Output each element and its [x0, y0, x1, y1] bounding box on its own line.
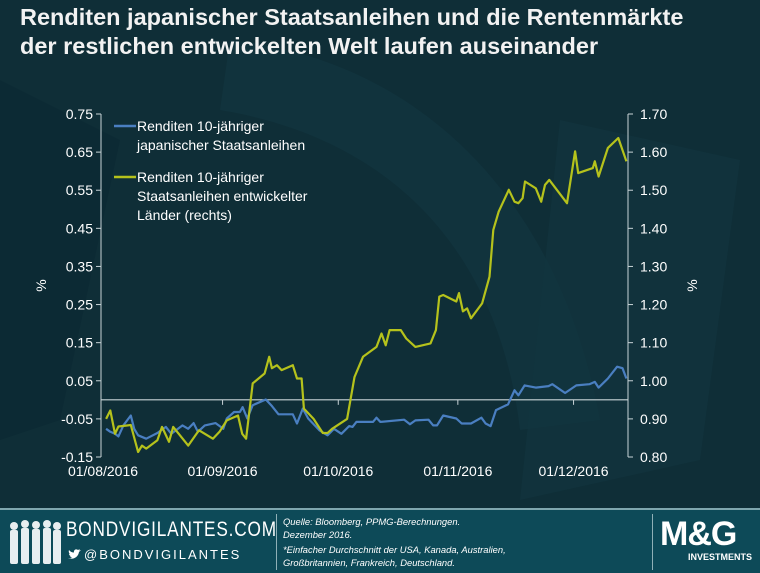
people-silhouette-icon [10, 520, 61, 564]
x-tick-label: 01/08/2016 [68, 463, 138, 479]
source-line: Quelle: Bloomberg, PPMG-Berechnungen. [283, 516, 461, 527]
left-tick-label: 0.05 [66, 373, 93, 389]
right-tick-label: 1.70 [640, 106, 667, 122]
x-tick-label: 01/09/2016 [188, 463, 258, 479]
footnote: *Einfacher Durchschnitt der USA, Kanada,… [283, 544, 506, 568]
legend-label: Renditen 10-jähriger japanischer Staatsan… [136, 118, 305, 153]
logo-subtitle: INVESTMENTS [687, 552, 752, 562]
logo-text: M&G [660, 515, 737, 553]
right-tick-label: 0.80 [640, 449, 667, 465]
x-tick-label: 01/10/2016 [303, 463, 373, 479]
series-line-jgb [105, 365, 628, 440]
x-tick-label: 01/12/2016 [539, 463, 609, 479]
left-tick-label: 0.35 [66, 258, 93, 274]
left-tick-label: 0.25 [66, 297, 93, 313]
source-date: Dezember 2016. [283, 528, 353, 540]
twitter-handle-text: @BONDVIGILANTES [84, 547, 242, 562]
legend-label: Renditen 10-jähriger Staatsanleihen entwi… [137, 169, 308, 223]
right-axis-label: % [684, 279, 700, 291]
right-tick-label: 1.50 [640, 182, 667, 198]
right-tick-label: 1.30 [640, 258, 667, 274]
left-tick-label: -0.15 [61, 449, 93, 465]
left-tick-label: 0.65 [66, 144, 93, 160]
divider [276, 514, 277, 570]
source-note: Quelle: Bloomberg, PPMG-Berechnungen. Dez… [283, 516, 538, 572]
twitter-bird-icon [68, 549, 81, 559]
right-tick-label: 1.00 [640, 373, 667, 389]
x-tick-label: 01/11/2016 [423, 463, 492, 479]
chart-area: 0.75 0.65 0.55 0.45 0.35 0.25 0.15 0.05 -0.05 -0.… [33, 106, 700, 479]
left-tick-label: -0.05 [61, 411, 93, 427]
left-tick-label: 0.15 [66, 335, 93, 351]
right-tick-label: 1.60 [640, 144, 667, 160]
footer: BONDVIGILANTES.COM @BONDVIGILANTES Quell… [0, 508, 760, 573]
right-tick-label: 1.40 [640, 220, 667, 236]
chart-title: Renditen japanischer Staatsanleihen und … [20, 4, 684, 59]
left-tick-label: 0.45 [66, 220, 93, 236]
twitter-handle[interactable]: @BONDVIGILANTES [68, 547, 241, 562]
site-link[interactable]: BONDVIGILANTES.COM [66, 518, 277, 541]
left-tick-label: 0.75 [66, 106, 93, 122]
right-tick-label: 0.90 [640, 411, 667, 427]
left-axis-label: % [33, 279, 49, 291]
mg-logo: M&G INVESTMENTS [660, 516, 756, 568]
right-tick-label: 1.10 [640, 335, 667, 351]
right-tick-label: 1.20 [640, 297, 667, 313]
divider [652, 514, 653, 570]
left-tick-label: 0.55 [66, 182, 93, 198]
series-line-developed-markets [105, 136, 628, 454]
